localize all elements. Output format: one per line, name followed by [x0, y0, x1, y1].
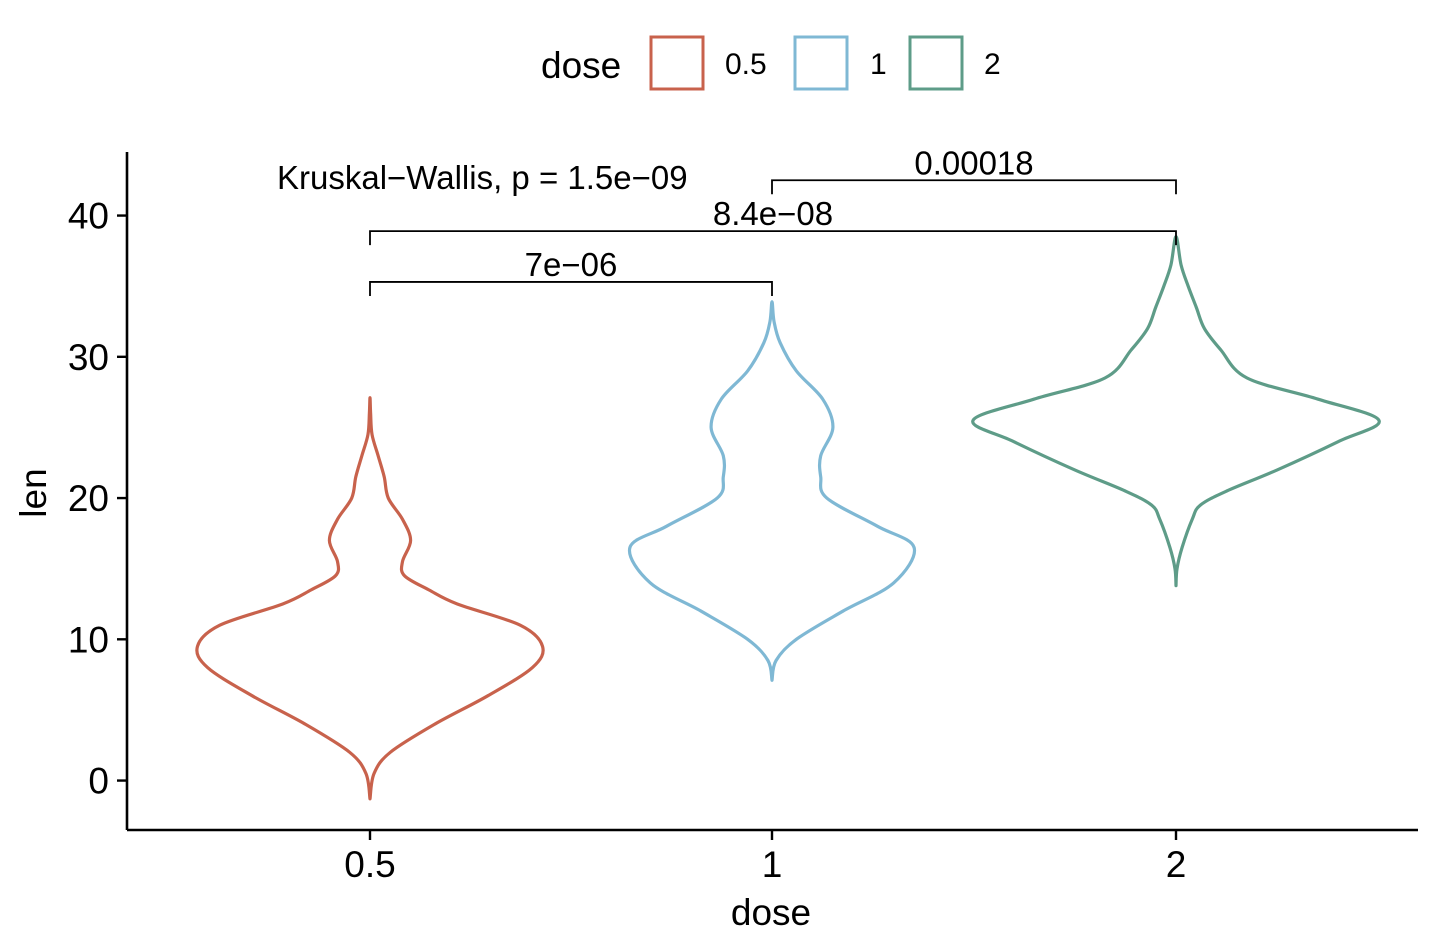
legend-title: dose	[541, 45, 621, 86]
violin-dose-1	[627, 300, 917, 682]
comparison-p-value: 7e−06	[525, 246, 618, 283]
violin-dose-2	[971, 235, 1381, 588]
comparison-bracket	[369, 230, 1177, 246]
violin-layer	[195, 235, 1381, 801]
violin-dose-0-5	[195, 396, 545, 801]
axes: 0 10 20 30 40 0.5 1 2	[68, 152, 1418, 885]
x-tick-label: 2	[1166, 844, 1187, 885]
legend-key-1	[793, 35, 849, 91]
legend-key-2	[908, 35, 964, 91]
legend-key-0-5	[649, 35, 705, 91]
x-tick-label: 1	[762, 844, 783, 885]
x-axis-title: dose	[731, 892, 811, 933]
y-axis-title: len	[13, 468, 54, 517]
comparison-brackets: 7e−06 8.4e−08 0.00018	[369, 144, 1177, 296]
comparison-bracket	[369, 281, 773, 296]
x-tick-label: 0.5	[344, 844, 395, 885]
y-tick-label: 20	[68, 478, 109, 519]
legend-label: 1	[870, 48, 887, 81]
comparison-bracket	[771, 179, 1177, 195]
y-tick-label: 0	[88, 761, 109, 802]
legend-label: 0.5	[725, 48, 767, 81]
comparison-p-value: 0.00018	[914, 144, 1033, 181]
y-tick-label: 40	[68, 196, 109, 237]
legend-label: 2	[984, 48, 1001, 81]
y-tick-label: 30	[68, 337, 109, 378]
y-tick-label: 10	[68, 619, 109, 660]
legend: dose 0.5 1 2	[541, 35, 1001, 91]
global-test-annotation: Kruskal−Wallis, p = 1.5e−09	[277, 159, 688, 196]
comparison-p-value: 8.4e−08	[713, 195, 833, 232]
